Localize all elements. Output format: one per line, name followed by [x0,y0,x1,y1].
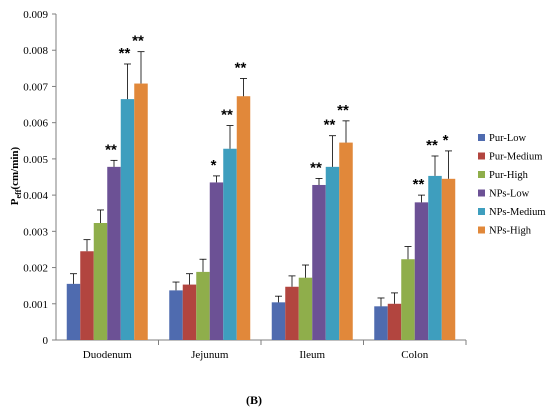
error-bars [70,51,452,307]
significance-marker: * [443,132,449,149]
legend: Pur-Low Pur-Medium Pur-High NPs-Low NPs-Medi… [478,133,546,237]
y-tick-label: 0.004 [23,190,48,202]
y-tick-label: 0 [43,335,49,347]
y-tick-label: 0.003 [23,226,48,238]
legend-label: NPs-High [489,226,532,237]
bar [325,166,340,340]
y-axis-label: Peff(cm/min) [9,146,23,205]
legend-label: Pur-Medium [489,152,542,163]
bar [182,284,197,340]
significance-marker: ** [413,176,425,193]
bar [236,96,251,340]
y-axis-label-sub: eff [14,189,23,198]
x-category-label: Ileum [299,349,325,361]
bar [374,306,388,340]
legend-label: NPs-Medium [489,207,546,218]
significance-marker: ** [235,59,247,76]
bar [387,303,402,340]
bar [120,99,135,340]
y-tick-label: 0.001 [23,299,48,311]
significance-marker: ** [221,107,233,124]
bar [107,166,121,340]
legend-swatch [478,171,485,178]
legend-swatch [478,189,485,197]
axes: 0 0.001 0.002 0.003 0.004 0.005 0.006 0.007 0.00… [23,9,467,361]
significance-markers: *** ******************* [105,33,448,193]
bar [271,302,286,340]
legend-swatch [478,208,485,215]
y-tick-label: 0.008 [23,45,48,57]
significance-marker: ** [119,45,131,62]
y-tick-label: 0.009 [23,9,48,21]
y-tick-label: 0.005 [23,154,48,166]
bars [66,83,456,341]
significance-marker: ** [337,102,349,119]
y-tick-label: 0.007 [23,81,48,93]
bar [134,83,148,341]
x-category-label: Duodenum [83,349,132,361]
bar [93,223,108,340]
bar [209,182,224,340]
bar [169,290,183,340]
bar [285,286,299,340]
bar [80,251,94,340]
bar [441,178,456,340]
significance-marker: ** [310,159,322,176]
legend-swatch [478,226,485,234]
legend-swatch [478,152,485,160]
x-category-label: Colon [401,349,428,361]
bar [428,175,442,340]
bar [401,259,415,340]
legend-label: Pur-Low [489,133,527,144]
significance-marker: ** [105,141,117,158]
legend-label: NPs-Low [489,189,530,200]
y-tick-label: 0.002 [23,263,48,275]
x-category-label: Jejunum [191,349,229,361]
legend-label: Pur-High [489,170,529,181]
y-tick-label: 0.006 [23,118,48,130]
bar [414,202,429,340]
y-axis-label-main: P [9,198,21,205]
bar [196,271,210,340]
bar [312,184,326,340]
panel-label: (B) [246,393,262,407]
bar [298,277,313,340]
bar [339,142,353,340]
significance-marker: * [211,157,217,174]
significance-marker: ** [324,117,336,134]
significance-marker: ** [132,33,144,50]
bar [223,148,237,340]
bar [66,283,81,340]
y-axis-label-rest: (cm/min) [9,146,21,189]
legend-swatch [478,134,485,141]
significance-marker: ** [426,137,438,154]
